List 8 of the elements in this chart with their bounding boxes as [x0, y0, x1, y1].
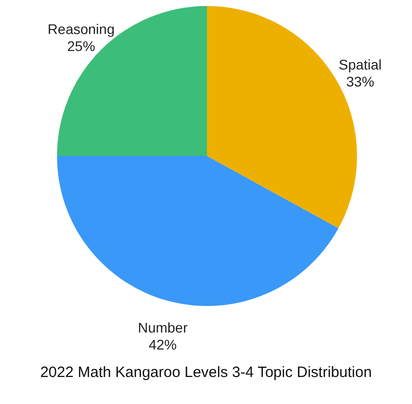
- data-label: 33%: [346, 73, 374, 90]
- data-label: 42%: [148, 336, 177, 352]
- text: 2022 Math Kangaroo Levels 3-4 Topic Distribution: [40, 364, 372, 381]
- slice-label: Number: [138, 319, 188, 336]
- slice-label: Spatial: [338, 56, 382, 72]
- data-label: 25%: [67, 38, 96, 54]
- slice-label: Reasoning: [48, 21, 115, 38]
- pie-slice: [57, 156, 338, 306]
